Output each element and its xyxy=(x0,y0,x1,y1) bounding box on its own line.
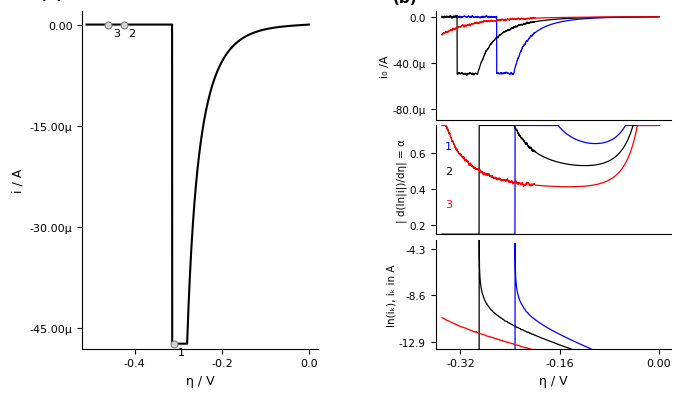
Y-axis label: ln(iₖ), iₖ in A: ln(iₖ), iₖ in A xyxy=(386,263,396,326)
Y-axis label: | d(ln|i|)/dη| = α: | d(ln|i|)/dη| = α xyxy=(396,139,407,222)
Text: (b): (b) xyxy=(393,0,418,6)
Text: 3: 3 xyxy=(113,29,120,39)
Text: 3: 3 xyxy=(445,200,452,210)
Text: 2: 2 xyxy=(445,167,452,177)
Y-axis label: i₀ /A: i₀ /A xyxy=(379,55,390,77)
Text: 2: 2 xyxy=(128,29,135,39)
X-axis label: η / V: η / V xyxy=(186,374,214,387)
Text: 1: 1 xyxy=(178,347,185,357)
Y-axis label: i / A: i / A xyxy=(11,168,24,192)
X-axis label: η / V: η / V xyxy=(539,374,568,387)
Text: (a): (a) xyxy=(40,0,64,2)
Text: 1: 1 xyxy=(445,142,452,152)
